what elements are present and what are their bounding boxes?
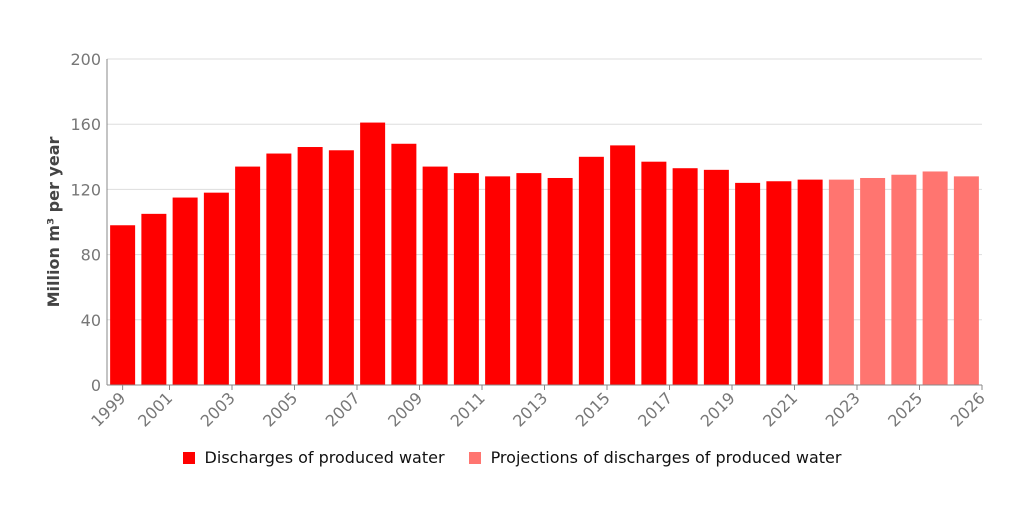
- bar-discharge: [485, 176, 511, 385]
- bar-projection: [953, 176, 979, 385]
- bar-discharge: [672, 168, 698, 385]
- x-tick-label: 2019: [697, 388, 739, 430]
- bar-discharge: [578, 156, 604, 385]
- bar-projection: [922, 171, 948, 385]
- y-tick-label: 120: [70, 180, 101, 199]
- x-tick-label: 2023: [822, 388, 864, 430]
- x-tick-label: 2013: [509, 388, 551, 430]
- bar-discharge: [735, 182, 761, 385]
- x-tick-label: 2025: [884, 388, 926, 430]
- bar-discharge: [547, 177, 573, 385]
- x-tick-label: 2001: [134, 388, 176, 430]
- x-tick-label: 2007: [322, 388, 364, 430]
- bar-discharge: [422, 166, 448, 385]
- x-tick-label: 2005: [259, 388, 301, 430]
- y-tick-labels: 0 40 80 120 160 200: [70, 50, 101, 395]
- bar-discharge: [766, 181, 792, 385]
- y-tick-label: 0: [91, 376, 101, 395]
- legend-swatch-discharges: [182, 451, 195, 464]
- x-tick-label: 2021: [759, 388, 801, 430]
- x-tick-label: 2017: [634, 388, 676, 430]
- legend-label-discharges: Discharges of produced water: [204, 448, 445, 467]
- bar-discharge: [391, 143, 417, 385]
- y-tick-label: 40: [81, 311, 101, 330]
- bars: [110, 122, 979, 385]
- bar-discharge: [797, 179, 823, 385]
- bar-discharge: [516, 173, 542, 385]
- bar-discharge: [266, 153, 292, 385]
- y-tick-label: 160: [70, 115, 101, 134]
- bar-discharge: [703, 169, 729, 385]
- bar-discharge: [610, 145, 636, 385]
- y-tick-label: 200: [70, 50, 101, 69]
- bar-projection: [860, 177, 886, 385]
- bar-discharge: [110, 225, 136, 385]
- x-tick-label: 2011: [447, 388, 489, 430]
- bar-discharge: [235, 166, 261, 385]
- bar-discharge: [297, 147, 323, 385]
- bar-discharge: [172, 197, 198, 385]
- bar-projection: [828, 179, 854, 385]
- x-tick-label: 2026: [947, 388, 989, 430]
- bar-discharge: [360, 122, 386, 385]
- bar-discharge: [641, 161, 667, 385]
- x-tick-label: 2015: [572, 388, 614, 430]
- axes: [106, 59, 983, 390]
- legend-item-projections: Projections of discharges of produced wa…: [468, 448, 842, 467]
- bar-discharge: [141, 213, 167, 385]
- x-tick-label: 2009: [384, 388, 426, 430]
- bar-projection: [891, 174, 917, 385]
- y-tick-label: 80: [81, 246, 101, 265]
- bar-discharge: [328, 150, 354, 385]
- legend-item-discharges: Discharges of produced water: [182, 448, 445, 467]
- legend: Discharges of produced water Projections…: [0, 448, 1024, 467]
- legend-swatch-projections: [468, 451, 481, 464]
- x-tick-labels: 1999 2001 2003 2005 2007 2009 2011 2013 2015 2017…: [87, 388, 989, 430]
- legend-label-projections: Projections of discharges of produced wa…: [490, 448, 842, 467]
- y-axis-label: Million m³ per year: [44, 136, 63, 307]
- bar-discharge: [203, 192, 229, 385]
- x-tick-label: 2003: [197, 388, 239, 430]
- bar-discharge: [453, 173, 479, 385]
